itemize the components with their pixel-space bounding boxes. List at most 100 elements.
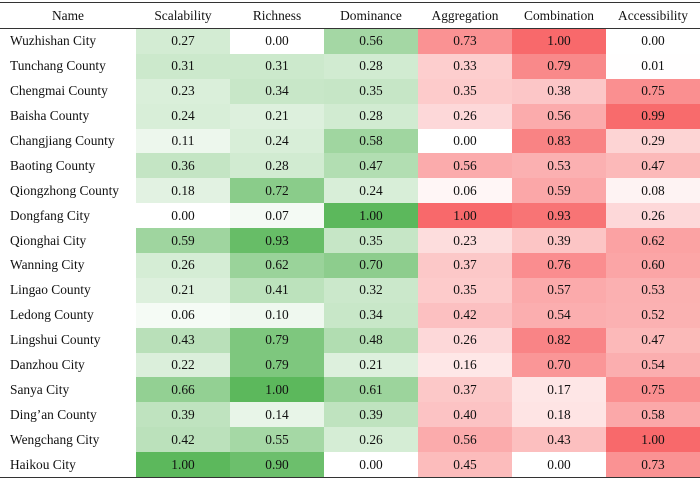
table-row: Lingao County 0.21 0.41 0.32 0.35 0.57 0.53 <box>0 277 700 303</box>
table-row: Wuzhishan City 0.27 0.00 0.56 0.73 1.00 0.00 <box>0 28 700 54</box>
cell-aggregation: 0.35 <box>418 78 512 104</box>
cell-dominance: 0.58 <box>324 128 418 154</box>
cell-name: Qionghai City <box>10 232 87 248</box>
cell-scalability: 0.26 <box>136 253 230 278</box>
cell-combination: 0.00 <box>512 452 606 479</box>
header-richness: Richness <box>230 2 324 29</box>
cell-scalability: 0.23 <box>136 78 230 104</box>
cell-combination: 0.18 <box>512 402 606 428</box>
cell-name: Lingshui County <box>10 332 101 348</box>
cell-scalability: 0.24 <box>136 103 230 129</box>
cell-accessibility: 0.75 <box>606 78 700 104</box>
cell-richness: 0.07 <box>230 203 324 229</box>
cell-name: Baisha County <box>10 108 90 124</box>
cell-scalability: 0.59 <box>136 228 230 254</box>
cell-dominance: 0.56 <box>324 28 418 54</box>
cell-name: Baoting County <box>10 157 96 173</box>
table-row: Tunchang County 0.31 0.31 0.28 0.33 0.79 0.01 <box>0 53 700 79</box>
cell-richness: 0.90 <box>230 452 324 479</box>
cell-aggregation: 1.00 <box>418 203 512 229</box>
cell-name: Qiongzhong County <box>10 182 119 198</box>
cell-combination: 0.38 <box>512 78 606 104</box>
cell-combination: 0.39 <box>512 228 606 254</box>
cell-richness: 1.00 <box>230 377 324 403</box>
cell-aggregation: 0.35 <box>418 277 512 303</box>
header-combination: Combination <box>512 2 606 29</box>
cell-scalability: 0.43 <box>136 327 230 353</box>
cell-aggregation: 0.56 <box>418 427 512 453</box>
cell-scalability: 0.42 <box>136 427 230 453</box>
cell-combination: 0.93 <box>512 203 606 229</box>
table-row: Sanya City 0.66 1.00 0.61 0.37 0.17 0.75 <box>0 377 700 403</box>
cell-scalability: 0.39 <box>136 402 230 428</box>
cell-richness: 0.31 <box>230 53 324 79</box>
cell-combination: 0.70 <box>512 352 606 378</box>
cell-accessibility: 0.99 <box>606 103 700 129</box>
cell-scalability: 0.22 <box>136 352 230 378</box>
cell-aggregation: 0.26 <box>418 327 512 353</box>
header-dominance: Dominance <box>324 2 418 29</box>
cell-aggregation: 0.56 <box>418 153 512 179</box>
cell-dominance: 0.61 <box>324 377 418 403</box>
cell-aggregation: 0.73 <box>418 28 512 54</box>
cell-name: Tunchang County <box>10 58 106 74</box>
cell-dominance: 0.28 <box>324 53 418 79</box>
cell-aggregation: 0.40 <box>418 402 512 428</box>
cell-name: Haikou City <box>0 452 136 479</box>
cell-dominance: 0.35 <box>324 78 418 104</box>
cell-aggregation: 0.37 <box>418 377 512 403</box>
cell-scalability: 1.00 <box>136 452 230 479</box>
cell-aggregation: 0.26 <box>418 103 512 129</box>
cell-combination: 1.00 <box>512 28 606 54</box>
cell-richness: 0.79 <box>230 352 324 378</box>
cell-scalability: 0.21 <box>136 277 230 303</box>
cell-scalability: 0.66 <box>136 377 230 403</box>
cell-name: Ledong County <box>10 307 94 323</box>
cell-scalability: 0.00 <box>136 203 230 229</box>
cell-accessibility: 0.00 <box>606 28 700 54</box>
table-row: Haikou City 1.00 0.90 0.00 0.45 0.00 0.73 <box>0 452 700 479</box>
cell-dominance: 0.47 <box>324 153 418 179</box>
cell-accessibility: 0.73 <box>606 452 700 479</box>
cell-aggregation: 0.06 <box>418 178 512 204</box>
cell-name: Changjiang County <box>10 133 115 148</box>
cell-dominance: 0.48 <box>324 327 418 353</box>
cell-richness: 0.41 <box>230 277 324 303</box>
header-name: Name <box>0 2 136 29</box>
cell-aggregation: 0.37 <box>418 253 512 278</box>
cell-richness: 0.21 <box>230 103 324 129</box>
table-row: Chengmai County 0.23 0.34 0.35 0.35 0.38 0.75 <box>0 78 700 104</box>
cell-combination: 0.57 <box>512 277 606 303</box>
cell-scalability: 0.31 <box>136 53 230 79</box>
header-accessibility: Accessibility <box>606 2 700 29</box>
cell-accessibility: 0.52 <box>606 302 700 328</box>
cell-aggregation: 0.33 <box>418 53 512 79</box>
cell-scalability: 0.11 <box>136 128 230 154</box>
table-row: Qionghai City 0.59 0.93 0.35 0.23 0.39 0.62 <box>0 228 700 254</box>
cell-dominance: 0.39 <box>324 402 418 428</box>
cell-dominance: 0.35 <box>324 228 418 254</box>
cell-combination: 0.56 <box>512 103 606 129</box>
cell-dominance: 0.26 <box>324 427 418 453</box>
table-row: Ding’an County 0.39 0.14 0.39 0.40 0.18 0.58 <box>0 402 700 428</box>
cell-scalability: 0.06 <box>136 302 230 328</box>
cell-dominance: 0.24 <box>324 178 418 204</box>
table-row: Lingshui County 0.43 0.79 0.48 0.26 0.82 0.47 <box>0 327 700 353</box>
cell-dominance: 0.70 <box>324 253 418 278</box>
cell-name: Dongfang City <box>10 207 90 223</box>
header-aggregation: Aggregation <box>418 2 512 29</box>
table-row: Baoting County 0.36 0.28 0.47 0.56 0.53 0.47 <box>0 153 700 179</box>
cell-scalability: 0.27 <box>136 28 230 54</box>
cell-combination: 0.17 <box>512 377 606 403</box>
table-row: Wengchang City 0.42 0.55 0.26 0.56 0.43 1.00 <box>0 427 700 453</box>
cell-accessibility: 1.00 <box>606 427 700 453</box>
cell-combination: 0.79 <box>512 53 606 79</box>
cell-dominance: 0.21 <box>324 352 418 378</box>
cell-name: Wanning City <box>10 257 85 273</box>
cell-accessibility: 0.47 <box>606 153 700 179</box>
cell-accessibility: 0.75 <box>606 377 700 403</box>
cell-aggregation: 0.45 <box>418 452 512 479</box>
cell-name: Wengchang City <box>10 431 100 447</box>
table-row: Changjiang County 0.11 0.24 0.58 0.00 0.83 0.2… <box>0 128 700 154</box>
cell-combination: 0.43 <box>512 427 606 453</box>
